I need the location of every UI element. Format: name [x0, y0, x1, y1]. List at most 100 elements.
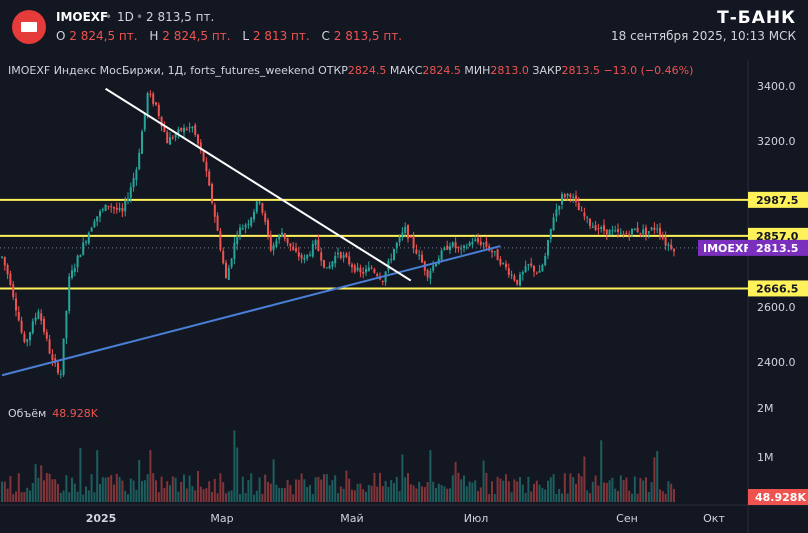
candle-body — [76, 255, 79, 268]
candle-body — [272, 245, 275, 251]
candle-body — [258, 201, 261, 204]
candle-body — [306, 254, 309, 259]
candle-body — [163, 126, 166, 132]
candle-body — [639, 232, 642, 234]
candle-body — [390, 258, 393, 261]
volume-bar — [558, 489, 561, 502]
legend-open-label: ОТКР — [318, 64, 348, 77]
brand-logo: Т-БАНК — [717, 8, 796, 28]
volume-bar — [202, 489, 205, 502]
candle-body — [395, 242, 398, 249]
volume-bar — [636, 493, 639, 502]
volume-bar — [541, 487, 544, 502]
legend-close-value: 2813.5 — [561, 64, 600, 77]
volume-bar — [337, 493, 339, 502]
candle-body — [239, 227, 241, 235]
volume-bar — [423, 487, 426, 502]
volume-bar — [311, 493, 314, 502]
symbol-ticker[interactable]: IMOEXF — [56, 10, 109, 24]
candle-body — [292, 246, 295, 251]
candle-body — [43, 318, 45, 332]
candle-body — [337, 253, 339, 255]
candle-body — [328, 265, 331, 269]
volume-bar — [622, 480, 625, 502]
volume-bar — [6, 488, 9, 502]
candle-body — [275, 240, 278, 247]
volume-bar — [457, 472, 460, 502]
candle-body — [603, 225, 605, 231]
candle-body — [407, 224, 409, 239]
volume-bar — [96, 450, 99, 502]
candle-body — [457, 246, 460, 249]
volume-bar — [583, 456, 586, 502]
volume-bar — [426, 482, 429, 502]
candle-body — [351, 264, 353, 268]
volume-bar — [362, 489, 365, 502]
volume-bar — [43, 480, 45, 502]
candle-body — [157, 104, 160, 117]
candle-body — [188, 127, 191, 129]
volume-bar — [17, 473, 20, 502]
volume-bar — [306, 486, 309, 502]
volume-bar — [295, 479, 297, 502]
volume-bar — [577, 473, 580, 502]
volume-bar — [530, 491, 533, 502]
volume-bar — [258, 477, 261, 502]
candle-body — [244, 224, 247, 228]
volume-bar — [194, 490, 197, 502]
candle-body — [667, 244, 670, 246]
volume-bar — [230, 490, 233, 502]
volume-bar — [85, 486, 87, 502]
candle-body — [348, 256, 351, 265]
volume-bar — [54, 479, 57, 502]
volume-bar — [513, 479, 516, 502]
candle-body — [527, 264, 530, 266]
volume-bar — [82, 494, 85, 502]
candle-body — [261, 203, 264, 213]
volume-bar — [451, 475, 454, 502]
candle-body — [583, 212, 586, 217]
volume-bar — [118, 476, 121, 502]
legend-low-label: МИН — [464, 64, 491, 77]
volume-bar — [407, 473, 409, 502]
candle-body — [426, 269, 429, 278]
volume-bar — [253, 494, 255, 502]
candle-body — [471, 242, 474, 245]
candle-body — [135, 169, 138, 180]
ohlc-high-key: H — [149, 29, 159, 43]
candle-body — [356, 267, 359, 271]
volume-bar — [367, 484, 370, 502]
volume-bar — [381, 486, 384, 502]
legend-high-value: 2824.5 — [422, 64, 461, 77]
candle-body — [230, 258, 233, 268]
candle-body — [317, 239, 320, 251]
candle-body — [505, 263, 507, 268]
candle-body — [552, 217, 555, 231]
volume-bar — [580, 476, 583, 502]
interval-label[interactable]: 1D — [117, 10, 134, 24]
volume-bar — [188, 475, 191, 502]
ohlc-summary: O 2 824,5 пт. H 2 824,5 пт. L 2 813 пт. … — [56, 29, 410, 43]
volume-bar — [359, 483, 362, 502]
candle-body — [468, 242, 471, 246]
candle-body — [493, 251, 496, 253]
candle-body — [255, 201, 258, 212]
candle-body — [477, 238, 479, 242]
x-tick-label: Окт — [703, 512, 725, 525]
candle-body — [362, 271, 365, 274]
candle-body — [499, 258, 502, 265]
volume-bar — [286, 479, 289, 502]
candle-body — [510, 274, 513, 276]
volume-bar — [110, 475, 113, 502]
candle-body — [71, 270, 73, 278]
candle-body — [300, 255, 303, 259]
volume-bar — [132, 480, 135, 502]
volume-bar — [297, 479, 300, 502]
volume-bar — [605, 482, 608, 502]
candle-body — [12, 284, 15, 298]
volume-bar — [300, 473, 303, 502]
volume-bar — [331, 480, 334, 502]
candle-body — [87, 232, 90, 244]
candle-body — [474, 239, 477, 241]
